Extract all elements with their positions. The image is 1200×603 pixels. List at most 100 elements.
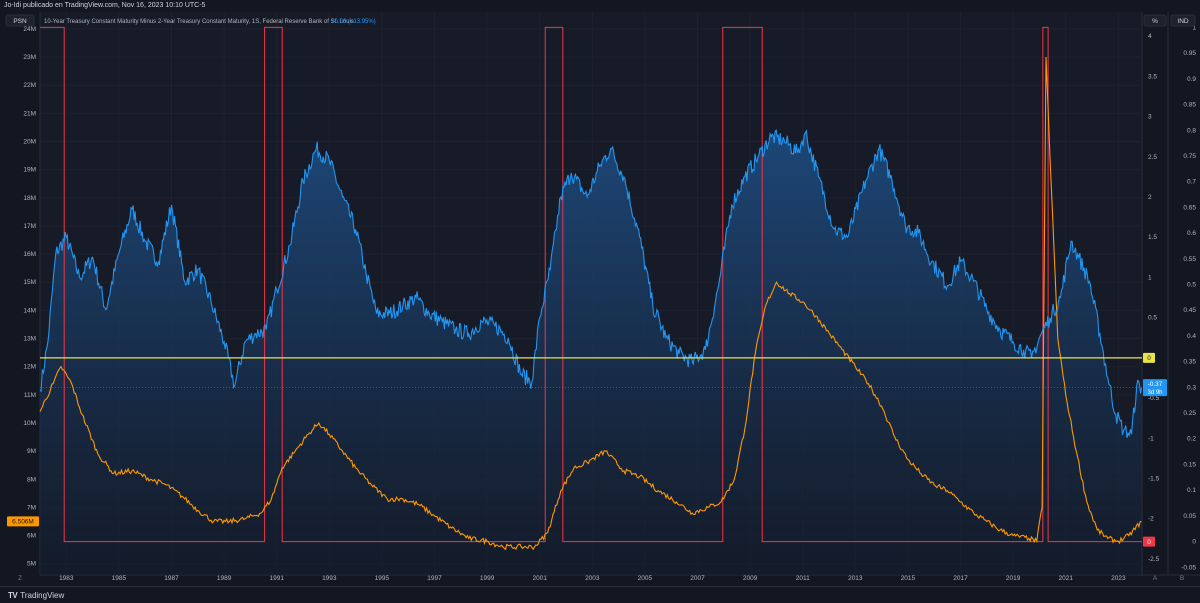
- ind-tick-label: 0.35: [1183, 359, 1196, 366]
- ind-tick-label: 0.25: [1183, 410, 1196, 417]
- left-tick-label: 18M: [23, 195, 36, 202]
- pct-tick-label: 2.5: [1148, 154, 1157, 161]
- tradingview-logo-icon: TV: [8, 591, 18, 600]
- ind-tick-label: 0.55: [1183, 256, 1196, 263]
- ind-tick-label: 0.2: [1187, 436, 1196, 443]
- left-tick-label: 19M: [23, 167, 36, 174]
- spread-line: [39, 129, 1143, 439]
- time-tick-label: 2009: [743, 575, 758, 582]
- publisher-bar: Jo-Idi publicado en TradingView.com, Nov…: [0, 0, 1200, 12]
- left-tick-label: 17M: [23, 223, 36, 230]
- zero-line-marker: 0: [1143, 352, 1155, 363]
- time-tick-label: 1997: [427, 575, 442, 582]
- left-tick-label: 15M: [23, 279, 36, 286]
- pct-tick-label: 4: [1148, 33, 1152, 40]
- time-tick-label: 2003: [585, 575, 600, 582]
- left-tick-label: 13M: [23, 336, 36, 343]
- pct-tick-label: -2: [1148, 516, 1154, 523]
- left-tick-label: 6M: [27, 533, 36, 540]
- pct-tick-label: -1.5: [1148, 475, 1160, 482]
- time-tick-label: 1993: [322, 575, 337, 582]
- left-tick-label: 14M: [23, 307, 36, 314]
- ind-tick-label: 0.75: [1183, 153, 1196, 160]
- footer-bar: TV TradingView: [0, 586, 1200, 603]
- zoom-corner-button[interactable]: Z: [18, 575, 22, 582]
- ind-tick-label: 0.6: [1187, 230, 1196, 237]
- spread-last-value: -0.37: [1148, 381, 1163, 388]
- spread-area: [40, 130, 1142, 575]
- time-tick-label: 1999: [480, 575, 495, 582]
- left-scale-badge[interactable]: [5, 14, 35, 27]
- time-tick-label: 1991: [269, 575, 284, 582]
- left-tick-label: 24M: [23, 26, 36, 33]
- ind-scale-corner-button[interactable]: B: [1180, 575, 1184, 582]
- time-tick-label: 1987: [164, 575, 179, 582]
- spread-last-value-marker: -0.37 3d 9h: [1143, 379, 1167, 397]
- recession-layer: [40, 26, 1142, 543]
- time-tick-label: 2011: [796, 575, 810, 582]
- ind-tick-label: 1: [1192, 24, 1196, 31]
- unemployment-last-value: 6.506M: [12, 519, 34, 526]
- recession-last-value: 0: [1147, 539, 1151, 546]
- left-tick-label: 23M: [23, 54, 36, 61]
- ind-tick-label: 0.65: [1183, 204, 1196, 211]
- left-tick-label: 10M: [23, 420, 36, 427]
- spread-area-fill: [40, 130, 1142, 575]
- recession-line: [40, 26, 1142, 543]
- pct-tick-label: 0.5: [1148, 315, 1157, 322]
- time-tick-label: 2021: [1058, 575, 1073, 582]
- time-tick-label: 2015: [901, 575, 916, 582]
- time-tick-label: 2019: [1006, 575, 1021, 582]
- left-tick-label: 22M: [23, 82, 36, 89]
- pct-tick-label: 3.5: [1148, 73, 1157, 80]
- ind-tick-label: 0.9: [1187, 76, 1196, 83]
- time-tick-label: 1989: [217, 575, 232, 582]
- time-tick-label: 1995: [375, 575, 390, 582]
- left-axis-ticks: 24M 23M 22M 21M 20M 19M 18M 17M 16M 15M 14M 13M 12M 1…: [23, 26, 36, 568]
- left-tick-label: 8M: [27, 476, 36, 483]
- pct-scale-badge[interactable]: [1143, 14, 1167, 27]
- time-axis-ticks: 1983 1985 1987 1989 1991 1993 1995 1997 1999 2001…: [59, 575, 1126, 582]
- publisher-text: Jo-Idi publicado en TradingView.com, Nov…: [4, 2, 206, 9]
- tradingview-brand: TV TradingView: [8, 591, 64, 600]
- spread-bar-countdown: 3d 9h: [1147, 390, 1162, 396]
- auto-scale-button[interactable]: A: [1153, 575, 1158, 582]
- legend-title: 10-Year Treasury Constant Maturity Minus…: [44, 19, 354, 25]
- spread-layer: [39, 129, 1143, 439]
- pct-tick-label: 1: [1148, 274, 1152, 281]
- ind-tick-label: 0.05: [1183, 513, 1196, 520]
- ind-tick-label: 0.15: [1183, 461, 1196, 468]
- ind-tick-label: 0.7: [1187, 179, 1196, 186]
- ind-tick-label: 0.5: [1187, 282, 1196, 289]
- ind-scale-badge[interactable]: [1170, 14, 1196, 27]
- ind-tick-label: 0.85: [1183, 102, 1196, 109]
- pct-tick-label: -0.5: [1148, 395, 1160, 402]
- left-tick-label: 20M: [23, 138, 36, 145]
- left-tick-label: 11M: [24, 392, 36, 399]
- unemployment-last-value-marker: 6.506M: [7, 516, 39, 527]
- unemployment-line: [39, 56, 1142, 551]
- ind-tick-label: 0.45: [1183, 307, 1196, 314]
- pct-tick-label: 1.5: [1148, 234, 1157, 241]
- left-tick-label: 12M: [23, 364, 36, 371]
- left-tick-label: 5M: [27, 561, 36, 568]
- left-tick-label: 16M: [23, 251, 36, 258]
- legend-change: +0.06 (+13.95%): [331, 19, 376, 25]
- time-tick-label: 2007: [690, 575, 705, 582]
- left-tick-label: 7M: [27, 504, 36, 511]
- ind-tick-label: 0.8: [1187, 127, 1196, 134]
- tradingview-brand-label: TradingView: [20, 591, 65, 600]
- pct-tick-label: -2.5: [1148, 556, 1160, 563]
- ind-tick-label: 0.1: [1187, 487, 1196, 494]
- zero-line-layer: [40, 357, 1142, 389]
- ind-tick-label: 0: [1192, 539, 1196, 546]
- left-tick-label: 21M: [23, 110, 36, 117]
- unemployment-layer: [39, 56, 1142, 551]
- ind-tick-label: -0.05: [1181, 564, 1196, 571]
- left-scale-badge-label: PSN: [13, 18, 27, 25]
- pct-tick-label: 3: [1148, 114, 1152, 121]
- ind-tick-label: 0.95: [1183, 50, 1196, 57]
- time-tick-label: 2017: [953, 575, 968, 582]
- pct-tick-label: 2: [1148, 194, 1152, 201]
